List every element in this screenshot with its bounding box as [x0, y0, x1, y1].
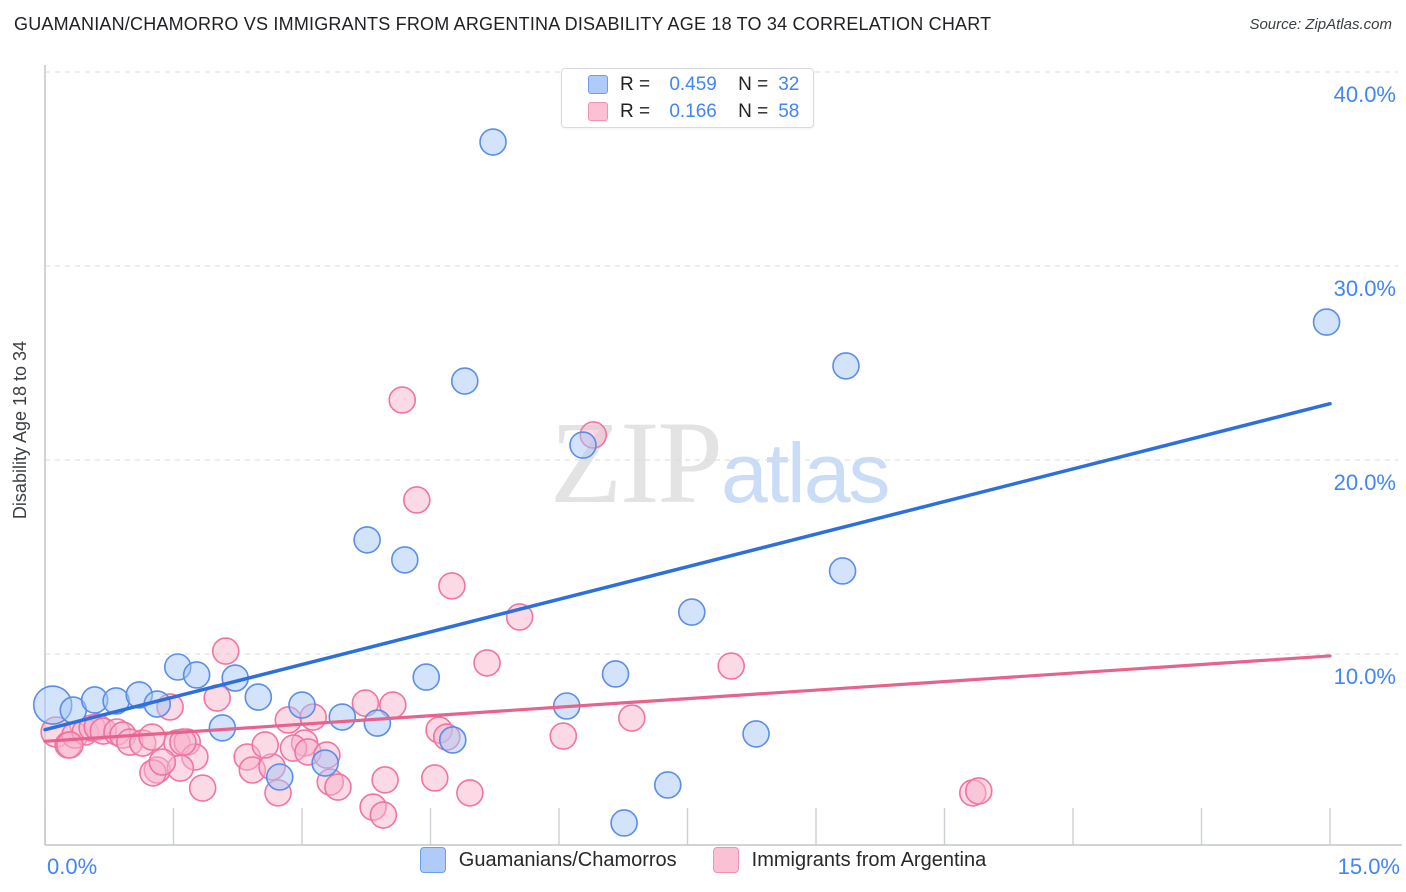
scatter-point-guamanian[interactable] — [828, 557, 857, 585]
scatter-point-argentina[interactable] — [351, 689, 380, 717]
scatter-point-argentina[interactable] — [56, 731, 84, 759]
legend-row-guamanian: R = 0.459 N = 32 — [588, 74, 813, 96]
scatter-point-argentina[interactable] — [211, 637, 240, 665]
scatter-point-guamanian[interactable] — [601, 660, 630, 688]
legend-item-argentina: Immigrants from Argentina — [712, 847, 987, 873]
series-label: Guamanians/Chamorros — [458, 848, 677, 871]
y-axis-tick-label: 30.0% — [1334, 276, 1396, 301]
y-axis-tick-label: 10.0% — [1334, 664, 1396, 689]
pink-series-swatch — [712, 847, 739, 873]
series-legend: Guamanians/Chamorros Immigrants from Arg… — [0, 847, 1406, 873]
n-label: N = — [738, 73, 769, 95]
scatter-point-argentina[interactable] — [420, 764, 449, 792]
scatter-point-argentina[interactable] — [188, 774, 217, 802]
source-link[interactable]: Source: ZipAtlas.com — [1249, 16, 1392, 33]
correlation-legend: R = 0.459 N = 32 R = 0.166 N = 58 — [561, 68, 814, 128]
scatter-point-argentina[interactable] — [438, 572, 466, 600]
scatter-point-argentina[interactable] — [964, 777, 993, 805]
scatter-point-guamanian[interactable] — [653, 771, 682, 799]
scatter-point-guamanian[interactable] — [288, 691, 316, 719]
scatter-point-guamanian[interactable] — [363, 709, 392, 737]
chart-title: GUAMANIAN/CHAMORRO VS IMMIGRANTS FROM AR… — [14, 14, 992, 34]
blue-series-swatch — [419, 847, 446, 873]
scatter-point-argentina[interactable] — [549, 722, 578, 750]
scatter-point-argentina[interactable] — [324, 773, 352, 801]
scatter-point-guamanian[interactable] — [328, 703, 357, 731]
trend-line — [43, 654, 1332, 743]
scatter-point-argentina[interactable] — [456, 779, 484, 807]
scatter-point-guamanian[interactable] — [182, 661, 211, 689]
pink-series-swatch — [588, 102, 608, 121]
scatter-point-guamanian[interactable] — [390, 546, 419, 574]
scatter-point-guamanian[interactable] — [1312, 308, 1341, 336]
n-value: 32 — [778, 73, 800, 95]
r-value: 0.459 — [669, 73, 717, 95]
scatter-point-guamanian[interactable] — [412, 663, 441, 691]
r-label: R = — [620, 100, 651, 122]
scatter-point-argentina[interactable] — [618, 704, 646, 732]
scatter-point-guamanian[interactable] — [832, 352, 860, 380]
legend-row-argentina: R = 0.166 N = 58 — [588, 101, 813, 123]
legend-item-guamanians: Guamanians/Chamorros — [419, 847, 677, 873]
blue-series-swatch — [588, 75, 608, 94]
r-value: 0.166 — [669, 100, 717, 122]
scatter-point-argentina[interactable] — [169, 728, 197, 756]
scatter-point-guamanian[interactable] — [479, 128, 507, 156]
scatter-point-guamanian[interactable] — [677, 598, 706, 626]
series-label: Immigrants from Argentina — [751, 848, 987, 871]
scatter-point-guamanian[interactable] — [244, 683, 273, 711]
scatter-point-argentina[interactable] — [717, 652, 745, 680]
y-axis-tick-label: 20.0% — [1334, 470, 1396, 495]
y-axis-title: Disability Age 18 to 34 — [10, 341, 30, 519]
scatter-point-guamanian[interactable] — [569, 431, 597, 459]
scatter-point-argentina[interactable] — [148, 748, 177, 776]
scatter-point-guamanian[interactable] — [450, 367, 479, 395]
watermark-atlas: atlas — [721, 426, 890, 520]
scatter-point-argentina[interactable] — [138, 723, 166, 751]
scatter-point-argentina[interactable] — [371, 766, 399, 794]
r-label: R = — [620, 73, 651, 95]
scatter-point-argentina[interactable] — [369, 801, 398, 829]
scatter-point-guamanian[interactable] — [311, 749, 339, 777]
trend-line — [43, 401, 1332, 732]
zipatlas-watermark: ZIP atlas — [550, 397, 890, 528]
scatter-point-argentina[interactable] — [402, 486, 431, 514]
x-axis-min-label: 0.0% — [47, 854, 97, 879]
scatter-point-guamanian[interactable] — [353, 526, 381, 554]
y-axis-tick-label: 40.0% — [1334, 82, 1396, 107]
watermark-zip: ZIP — [550, 397, 723, 528]
scatter-point-guamanian[interactable] — [438, 726, 467, 754]
scatter-point-argentina[interactable] — [251, 731, 279, 759]
x-axis-max-label: 15.0% — [1338, 854, 1400, 879]
scatter-point-guamanian[interactable] — [265, 763, 294, 791]
scatter-point-argentina[interactable] — [388, 386, 417, 414]
n-value: 58 — [778, 100, 800, 122]
scatter-point-argentina[interactable] — [473, 649, 501, 677]
scatter-point-guamanian[interactable] — [742, 720, 770, 748]
n-label: N = — [738, 100, 769, 122]
scatter-point-guamanian[interactable] — [610, 809, 638, 837]
